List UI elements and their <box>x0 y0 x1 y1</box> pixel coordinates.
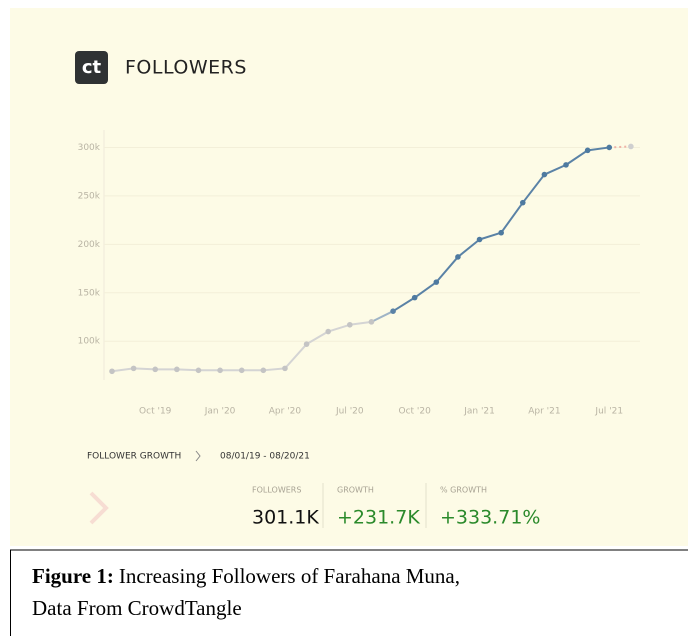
y-tick-label: 300k <box>78 143 101 153</box>
x-tick-label: Oct '20 <box>399 407 432 417</box>
point <box>541 171 548 178</box>
point <box>519 199 526 206</box>
point <box>303 341 310 347</box>
point <box>130 365 137 372</box>
summary-range: 08/01/19 - 08/20/21 <box>220 452 310 462</box>
line-segment <box>392 296 416 313</box>
point <box>347 321 353 328</box>
line-segment <box>111 367 134 373</box>
line-segment <box>457 238 481 258</box>
panel <box>10 8 688 546</box>
stat-value: +231.7K <box>337 507 420 529</box>
point <box>476 236 483 243</box>
caption-label: Figure 1: <box>32 564 114 588</box>
point <box>628 143 634 150</box>
x-tick-label: Oct '19 <box>139 407 172 417</box>
point <box>238 367 245 374</box>
stat-value: +333.71% <box>440 507 540 529</box>
x-tick-label: Jan '20 <box>204 407 236 417</box>
caption-text: Increasing Followers of Farahana Muna, <box>119 564 460 588</box>
line-segment <box>327 323 351 333</box>
x-tick-label: Jul '21 <box>594 407 623 417</box>
y-tick-label: 250k <box>78 191 101 201</box>
chart-title: FOLLOWERS <box>125 57 247 79</box>
y-tick-label: 200k <box>78 240 101 250</box>
y-tick-label: 100k <box>78 337 101 347</box>
line-segment <box>306 330 329 346</box>
x-tick-label: Apr '20 <box>269 407 302 417</box>
line-segment <box>176 368 199 372</box>
stat-value: 301.1K <box>252 507 319 529</box>
stat-label: GROWTH <box>337 486 374 495</box>
y-tick-label: 150k <box>78 288 101 298</box>
x-tick-label: Jan '21 <box>463 407 495 417</box>
point <box>217 367 223 374</box>
line-segment <box>565 149 589 166</box>
chevron-large[interactable] <box>89 491 109 525</box>
caption: Figure 1: Increasing Followers of Farahan… <box>32 564 460 588</box>
stat-label: % GROWTH <box>440 486 487 495</box>
caption-text: Data From CrowdTangle <box>32 596 242 620</box>
point <box>174 366 180 373</box>
line-segment <box>479 231 502 241</box>
stat-label: FOLLOWERS <box>252 486 301 495</box>
point <box>390 308 396 315</box>
point <box>260 367 267 374</box>
point <box>282 365 288 372</box>
point <box>195 367 202 374</box>
line-segment <box>133 367 156 371</box>
point <box>498 229 504 236</box>
point <box>325 328 332 335</box>
line-segment <box>263 367 286 372</box>
point <box>411 294 418 301</box>
line-segment <box>284 343 308 370</box>
line-segment <box>587 146 610 152</box>
line-segment <box>500 202 524 234</box>
summary-label: FOLLOWER GROWTH <box>87 452 181 462</box>
x-tick-label: Jul '20 <box>335 407 364 417</box>
point <box>433 279 440 285</box>
line-segment <box>435 256 459 283</box>
line-segment <box>521 173 546 204</box>
line-segment <box>370 310 394 323</box>
logo-text: ct <box>82 57 102 78</box>
point <box>584 147 591 154</box>
point <box>455 254 461 260</box>
logo <box>75 51 108 84</box>
line-segment <box>349 320 372 326</box>
line-segment <box>609 145 631 149</box>
point <box>368 319 375 325</box>
point <box>152 366 159 373</box>
point <box>109 368 115 375</box>
point <box>606 144 613 151</box>
point <box>563 162 569 168</box>
line-segment <box>543 163 567 176</box>
x-tick-label: Apr '21 <box>528 407 560 417</box>
line-segment <box>414 281 437 299</box>
chevron-small <box>195 450 201 462</box>
